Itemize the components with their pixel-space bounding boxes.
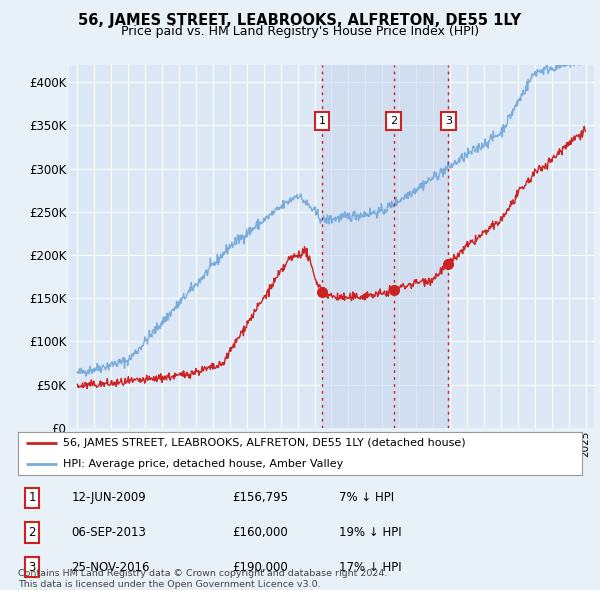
Text: 56, JAMES STREET, LEABROOKS, ALFRETON, DE55 1LY: 56, JAMES STREET, LEABROOKS, ALFRETON, D… (79, 13, 521, 28)
Text: 7% ↓ HPI: 7% ↓ HPI (340, 491, 395, 504)
Text: 12-JUN-2009: 12-JUN-2009 (71, 491, 146, 504)
Bar (322, 65, 448, 428)
Text: 06-SEP-2013: 06-SEP-2013 (71, 526, 146, 539)
Text: 19% ↓ HPI: 19% ↓ HPI (340, 526, 402, 539)
Text: HPI: Average price, detached house, Amber Valley: HPI: Average price, detached house, Ambe… (63, 460, 343, 469)
Text: 3: 3 (445, 116, 452, 126)
Text: Price paid vs. HM Land Registry's House Price Index (HPI): Price paid vs. HM Land Registry's House … (121, 25, 479, 38)
Text: 1: 1 (28, 491, 36, 504)
Text: £160,000: £160,000 (232, 526, 288, 539)
Text: 2: 2 (390, 116, 397, 126)
Text: 17% ↓ HPI: 17% ↓ HPI (340, 561, 402, 574)
Text: 3: 3 (28, 561, 36, 574)
Text: 2: 2 (28, 526, 36, 539)
Text: 25-NOV-2016: 25-NOV-2016 (71, 561, 150, 574)
Text: 56, JAMES STREET, LEABROOKS, ALFRETON, DE55 1LY (detached house): 56, JAMES STREET, LEABROOKS, ALFRETON, D… (63, 438, 466, 448)
Text: £156,795: £156,795 (232, 491, 289, 504)
Text: 1: 1 (319, 116, 326, 126)
Text: £190,000: £190,000 (232, 561, 288, 574)
Text: Contains HM Land Registry data © Crown copyright and database right 2024.
This d: Contains HM Land Registry data © Crown c… (18, 569, 388, 589)
